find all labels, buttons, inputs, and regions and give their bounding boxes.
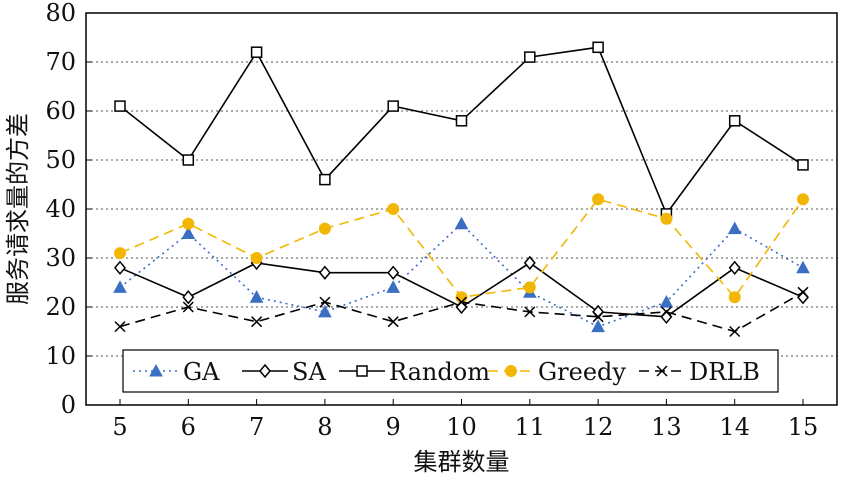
data-point-greedy [114, 247, 126, 260]
y-axis-title: 服务请求量的方差 [4, 113, 32, 305]
data-point-drlb [114, 321, 126, 333]
x-axis-title: 集群数量 [414, 448, 510, 476]
data-point-random [250, 46, 263, 58]
x-tick-label: 5 [112, 413, 127, 441]
data-point-random [728, 115, 741, 127]
legend: GA SA Random Greedy DRLB [122, 349, 779, 393]
x-tick-label: 9 [386, 413, 401, 441]
legend-marker-ga [149, 363, 163, 377]
data-point-greedy [660, 212, 673, 225]
legend-marker-drlb [656, 365, 668, 377]
data-point-ga [591, 319, 605, 333]
x-tick-label: 10 [446, 413, 477, 441]
tick-labels: 0 10 20 30 40 50 60 70 80 5 6 7 8 9 10 11 12 13 14 15 [45, 0, 818, 441]
data-point-drlb [455, 296, 468, 308]
series-greedy [114, 193, 809, 304]
data-point-random [319, 173, 331, 186]
series-ga [113, 216, 810, 333]
data-point-greedy [523, 281, 536, 294]
x-tick-label: 15 [788, 413, 819, 441]
legend-marker-greedy [505, 365, 517, 377]
x-tick-label: 8 [317, 413, 332, 441]
series-drlb [114, 286, 809, 338]
data-point-drlb [797, 286, 809, 298]
y-tick-label: 50 [45, 146, 76, 174]
data-point-random [455, 115, 468, 127]
data-point-drlb [387, 316, 399, 328]
y-tick-label: 30 [45, 244, 76, 272]
data-point-sa [523, 255, 536, 271]
data-point-random [182, 154, 195, 166]
legend-label-ga: GA [183, 358, 220, 386]
data-point-random [797, 159, 809, 171]
data-point-random [387, 100, 399, 112]
series-group [113, 41, 810, 338]
data-point-drlb [524, 306, 536, 318]
y-tick-label: 0 [61, 391, 76, 419]
y-tick-label: 60 [45, 97, 76, 125]
data-point-random [592, 41, 604, 54]
data-point-ga [796, 260, 810, 274]
legend-label-drlb: DRLB [689, 358, 760, 386]
series-line-greedy [119, 198, 804, 299]
data-point-drlb [319, 296, 331, 308]
data-point-ga [318, 304, 332, 318]
data-point-sa [387, 265, 400, 280]
data-point-greedy [182, 217, 195, 230]
legend-item-random: Random [339, 358, 490, 386]
data-point-drlb [182, 301, 194, 313]
data-point-ga [113, 280, 127, 293]
data-point-sa [114, 260, 126, 275]
legend-label-sa: SA [292, 358, 326, 386]
data-point-random [524, 51, 536, 63]
legend-label-random: Random [389, 358, 490, 386]
legend-marker-sa [259, 363, 271, 379]
data-point-sa [318, 265, 331, 280]
y-tick-label: 10 [45, 342, 76, 370]
legend-item-drlb: DRLB [639, 358, 760, 386]
data-point-ga [454, 216, 469, 230]
y-tick-label: 70 [45, 48, 76, 76]
data-point-greedy [318, 222, 331, 235]
x-tick-label: 14 [719, 413, 750, 441]
data-point-ga [386, 280, 401, 293]
legend-label-greedy: Greedy [538, 358, 626, 386]
legend-item-ga: GA [133, 358, 220, 386]
data-point-drlb [729, 325, 741, 338]
series-random [114, 41, 809, 220]
x-tick-label: 7 [249, 413, 264, 441]
data-point-greedy [250, 252, 263, 264]
x-tick-label: 11 [515, 413, 546, 441]
data-point-ga [249, 290, 264, 303]
data-point-ga [727, 221, 742, 235]
series-line-random [119, 46, 804, 216]
data-point-greedy [387, 203, 400, 215]
data-point-drlb [251, 316, 263, 328]
legend-box [122, 349, 779, 393]
legend-item-sa: SA [242, 358, 326, 386]
data-point-sa [728, 260, 741, 275]
x-tick-label: 6 [181, 413, 196, 441]
data-point-ga [659, 295, 674, 308]
data-point-greedy [592, 193, 605, 206]
data-point-greedy [797, 193, 809, 206]
x-tick-label: 12 [583, 413, 614, 441]
y-tick-label: 80 [45, 0, 76, 27]
data-point-greedy [728, 291, 741, 304]
data-point-ga [181, 226, 196, 239]
data-point-drlb [660, 306, 672, 318]
legend-item-greedy: Greedy [488, 358, 626, 386]
y-tick-label: 40 [45, 195, 76, 223]
data-point-sa [182, 290, 195, 305]
data-point-drlb [592, 311, 604, 323]
legend-marker-random [356, 365, 368, 377]
y-tick-label: 20 [45, 293, 76, 321]
x-tick-label: 13 [651, 413, 682, 441]
grid-lines [86, 61, 837, 357]
data-point-random [114, 100, 126, 112]
